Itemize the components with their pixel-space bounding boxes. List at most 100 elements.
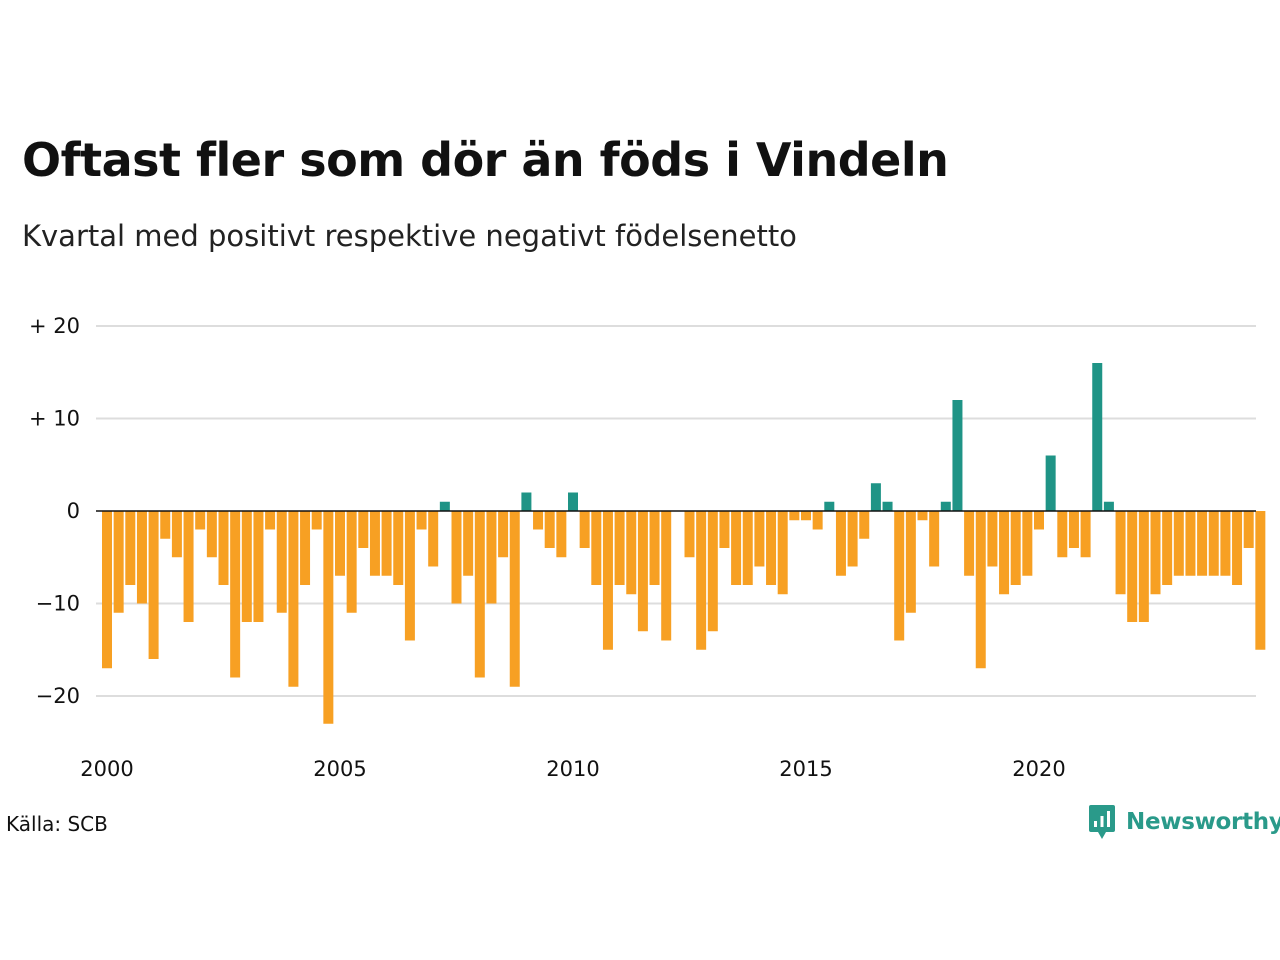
x-tick-label: 2020: [1012, 757, 1065, 781]
bar-negative: [649, 511, 660, 585]
bar-negative: [766, 511, 777, 585]
bar-negative: [544, 511, 555, 548]
bar-negative: [1232, 511, 1243, 585]
bar-negative: [1138, 511, 1149, 622]
y-tick-label: + 10: [29, 407, 80, 431]
bar-positive: [521, 492, 532, 511]
bar-positive: [1092, 363, 1103, 511]
y-tick-label: −20: [36, 684, 80, 708]
y-tick-label: −10: [36, 592, 80, 616]
bar-negative: [835, 511, 846, 576]
bar-negative: [1243, 511, 1254, 548]
bar-negative: [474, 511, 485, 678]
bar-negative: [1010, 511, 1021, 585]
bar-negative: [1208, 511, 1219, 576]
bar-negative: [859, 511, 870, 539]
x-tick-label: 2010: [546, 757, 599, 781]
bar-negative: [451, 511, 462, 604]
bar-negative: [556, 511, 567, 558]
bar-negative: [1115, 511, 1126, 595]
bar-negative: [486, 511, 497, 604]
bar-negative: [591, 511, 602, 585]
y-tick-label: 0: [67, 499, 80, 523]
bar-positive: [439, 501, 450, 511]
bar-negative: [905, 511, 916, 613]
bar-negative: [626, 511, 637, 595]
bar-negative: [917, 511, 928, 521]
newsworthy-logo-icon: [1089, 805, 1115, 839]
bar-negative: [1220, 511, 1231, 576]
brand-name: Newsworthy: [1126, 809, 1280, 835]
bar-negative: [929, 511, 940, 567]
bar-negative: [148, 511, 159, 659]
bar-positive: [882, 501, 893, 511]
bar-negative: [369, 511, 380, 576]
bar-negative: [1185, 511, 1196, 576]
bar-negative: [346, 511, 357, 613]
bar-positive: [1045, 455, 1056, 511]
bar-negative: [847, 511, 858, 567]
x-tick-label: 2005: [313, 757, 366, 781]
bar-positive: [940, 501, 951, 511]
y-tick-label: + 20: [29, 314, 80, 338]
bar-negative: [381, 511, 392, 576]
bar-negative: [136, 511, 147, 604]
bar-negative: [894, 511, 905, 641]
bar-negative: [171, 511, 182, 558]
bar-negative: [614, 511, 625, 585]
bar-negative: [684, 511, 695, 558]
bars: [102, 363, 1266, 724]
brand: Newsworthy: [1088, 802, 1280, 842]
bar-negative: [160, 511, 171, 539]
y-axis-ticks: + 20 + 10 0 −10 −20: [29, 314, 80, 708]
bar-negative: [195, 511, 206, 530]
bar-positive: [568, 492, 578, 511]
bar-chart: + 20 + 10 0 −10 −20 2000 2005 2010 2015 2020: [29, 314, 1266, 781]
bar-negative: [183, 511, 194, 622]
bar-negative: [742, 511, 753, 585]
bar-negative: [1197, 511, 1208, 576]
bar-negative: [1255, 511, 1266, 650]
bar-negative: [288, 511, 299, 687]
bar-negative: [253, 511, 264, 622]
bar-negative: [637, 511, 648, 632]
x-tick-label: 2000: [80, 757, 133, 781]
bar-negative: [113, 511, 124, 613]
x-axis-ticks: 2000 2005 2010 2015 2020: [80, 757, 1065, 781]
bar-negative: [416, 511, 427, 530]
bar-negative: [1162, 511, 1173, 585]
bar-negative: [789, 511, 800, 521]
bar-negative: [1068, 511, 1079, 548]
bar-negative: [579, 511, 590, 548]
bar-negative: [1080, 511, 1091, 558]
bar-negative: [230, 511, 241, 678]
bar-negative: [719, 511, 730, 548]
bar-negative: [206, 511, 217, 558]
bar-negative: [661, 511, 672, 641]
bar-negative: [276, 511, 287, 613]
bar-positive: [1103, 501, 1114, 511]
bar-negative: [754, 511, 765, 567]
bar-negative: [300, 511, 311, 585]
bar-negative: [404, 511, 415, 641]
bar-negative: [707, 511, 718, 632]
x-tick-label: 2015: [779, 757, 832, 781]
bar-negative: [323, 511, 334, 724]
bar-negative: [311, 511, 322, 530]
bar-negative: [428, 511, 439, 567]
chart-title: Oftast fler som dör än föds i Vindeln: [22, 133, 949, 187]
bar-negative: [999, 511, 1010, 595]
bar-negative: [125, 511, 136, 585]
bar-negative: [463, 511, 474, 576]
bar-negative: [812, 511, 823, 530]
bar-negative: [498, 511, 509, 558]
bar-negative: [533, 511, 544, 530]
bar-negative: [801, 511, 811, 521]
chart-subtitle: Kvartal med positivt respektive negativt…: [22, 219, 797, 253]
bar-negative: [731, 511, 742, 585]
bar-positive: [870, 483, 881, 511]
bar-negative: [393, 511, 404, 585]
bar-positive: [952, 400, 963, 511]
bar-negative: [1127, 511, 1138, 622]
bar-negative: [265, 511, 276, 530]
